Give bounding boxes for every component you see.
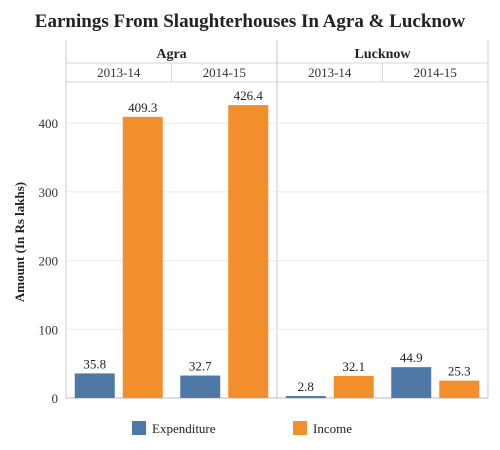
y-axis: 0 100 200 300 400: [39, 116, 59, 406]
region-header: Lucknow: [354, 47, 411, 62]
y-tick-label: 200: [39, 254, 59, 269]
legend-swatch: [293, 421, 307, 435]
data-label: 32.7: [189, 359, 212, 374]
legend-label: Income: [313, 421, 352, 436]
year-header: 2013-14: [97, 65, 141, 80]
bar-income: [439, 380, 480, 398]
bar-expenditure: [74, 373, 115, 398]
bars: 35.8 409.3 32.7 426.4 2.8 32.1 44.9 25.3: [74, 88, 480, 399]
y-tick-label: 300: [39, 185, 59, 200]
data-label: 35.8: [83, 356, 106, 371]
data-label: 2.8: [298, 379, 314, 394]
year-header: 2013-14: [308, 65, 352, 80]
data-label: 32.1: [342, 359, 365, 374]
bar-income: [228, 105, 269, 399]
year-header: 2014-15: [203, 65, 246, 80]
bar-income: [122, 116, 163, 398]
year-header: 2014-15: [414, 65, 457, 80]
y-tick-label: 400: [39, 116, 59, 131]
y-tick-label: 100: [39, 322, 59, 337]
data-label: 25.3: [448, 364, 471, 379]
bar-expenditure: [180, 375, 221, 398]
legend-label: Expenditure: [152, 421, 216, 436]
legend-swatch: [132, 421, 146, 435]
region-header: Agra: [156, 47, 186, 62]
bar-expenditure: [285, 396, 326, 398]
y-axis-label: Amount (In Rs lakhs): [12, 182, 27, 302]
bar-expenditure: [391, 367, 432, 398]
chart-title: Earnings From Slaughterhouses In Agra & …: [35, 11, 466, 32]
bar-income: [333, 375, 374, 398]
data-label: 426.4: [234, 88, 264, 103]
data-label: 44.9: [400, 350, 423, 365]
legend: Expenditure Income: [132, 421, 352, 436]
data-label: 409.3: [128, 100, 157, 115]
y-tick-label: 0: [52, 391, 59, 406]
